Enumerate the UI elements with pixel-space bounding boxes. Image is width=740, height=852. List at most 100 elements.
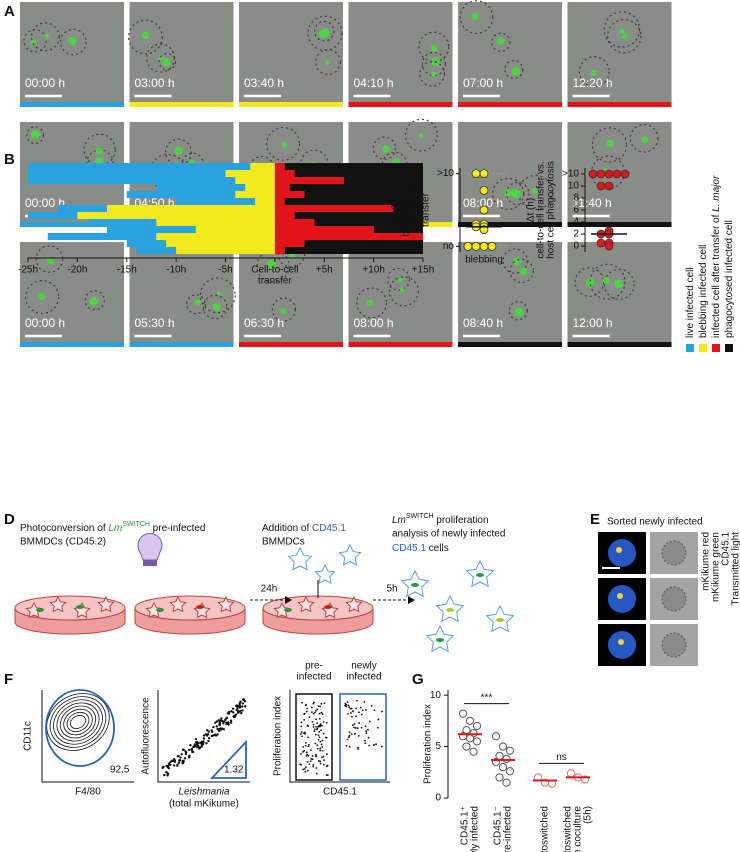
cell-icon [297,595,315,613]
event-dot [322,721,325,723]
event-dot [316,727,319,730]
live-segment [107,226,196,233]
parasite [321,28,330,38]
event-dot [321,746,324,748]
event-dot [301,735,303,738]
step-text: CD45.1 cells [392,543,449,554]
event-dot [357,734,360,737]
density-contour [59,705,97,739]
legend-swatch [699,344,707,352]
parasite [38,292,46,300]
event-dot [197,747,201,750]
event-dot [347,704,350,707]
micrograph [348,242,453,342]
phagocytosed-segment [284,198,423,205]
event-dot [318,731,321,733]
step-text-part: cells [426,543,449,554]
cell-outline [517,174,554,211]
micrograph [129,242,234,342]
blebbing-segment [77,212,275,219]
event-dot [354,732,356,735]
event-dot [302,768,305,771]
step-text-part: Lm [108,523,122,534]
parasite [44,34,49,39]
data-point [472,737,482,746]
event-dot [182,748,185,751]
event-dot [193,743,197,746]
event-dot [326,753,328,756]
event-dot [323,759,325,761]
x-axis-label: (total mKikume) [169,799,239,810]
x-axis-label: CD45.1 [323,787,357,798]
event-dot [306,761,309,763]
cell-cd45 [608,539,636,567]
event-dot [302,746,305,748]
event-dot [311,706,313,709]
state-bar [239,102,343,107]
event-dot [177,754,180,758]
blebbing-segment [176,247,275,254]
event-dot [345,705,348,708]
event-dot [202,734,206,737]
x-tick-label: -10h [166,265,186,276]
event-dot [178,759,181,762]
y-axis-label: transfer [421,192,432,227]
event-dot [232,711,235,714]
event-dot [350,712,352,714]
cell-outline [492,177,525,211]
event-dot [312,726,315,728]
plot-axes [41,690,134,783]
cell-outline [591,127,628,163]
phagocytosed-segment [373,226,423,233]
event-dot [363,701,366,703]
legend-label-italic: L. major [711,175,722,212]
event-dot [377,718,380,721]
cell-outline [508,301,528,321]
timestamp: 06:30 h [244,316,284,330]
event-dot [300,721,303,724]
state-bar [567,342,672,347]
cell-outline [59,28,87,56]
parasite [641,136,649,144]
event-dot [227,721,230,724]
event-dot [373,743,375,746]
event-dot [300,764,303,766]
state-bar [567,102,672,107]
event-dot [214,721,217,724]
phagocytosed-segment [314,219,423,226]
parasite [430,45,438,52]
event-dot [299,733,302,735]
cell-outline [186,294,207,315]
event-dot [181,761,185,765]
y-tick-label: 6 [573,205,579,216]
lamp-base [143,560,157,566]
transfer-segment [274,240,305,247]
group-label: 0h photoswitched [540,806,551,852]
parasite [89,296,98,306]
parasite [614,279,623,289]
event-dot [325,736,328,739]
data-point [505,746,515,755]
state-bar [20,222,124,227]
event-dot [310,749,312,752]
panel-label: A [4,3,15,20]
event-dot [313,728,316,731]
gate-label: infected [296,672,331,683]
event-dot [319,705,322,708]
event-dot [319,749,322,752]
event-dot [311,755,314,757]
step-text-part: SWITCH [406,513,434,520]
group-label: (5h) [583,806,594,824]
x-tick-label: +15h [412,265,435,276]
event-dot [326,774,329,776]
event-dot [163,773,166,777]
gate-label: newly [351,661,377,672]
cell-outline [459,0,494,34]
event-dot [305,754,308,757]
cell-icon [97,595,115,613]
event-dot [311,758,314,761]
data-point [566,769,576,778]
live-segment [87,219,157,226]
event-dot [346,738,349,741]
parasite [141,31,150,40]
